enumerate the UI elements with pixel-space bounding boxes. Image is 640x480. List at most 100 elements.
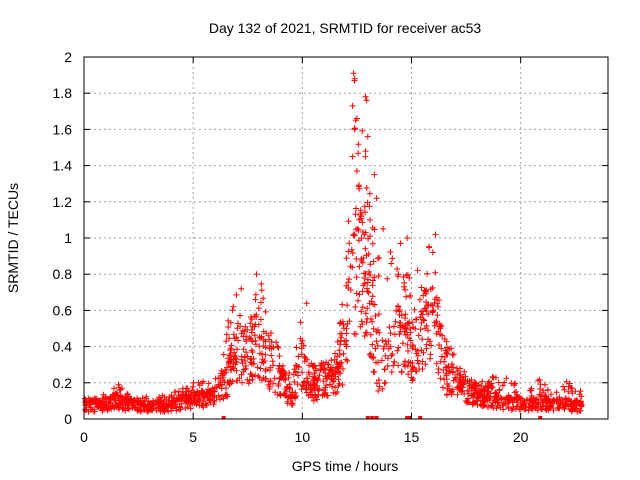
data-point	[248, 359, 255, 366]
y-tick-label: 1	[64, 230, 72, 246]
data-point	[345, 248, 352, 255]
data-point	[400, 361, 407, 368]
data-point	[346, 318, 353, 325]
data-point	[367, 233, 373, 240]
data-point	[364, 133, 371, 140]
data-point	[349, 153, 356, 160]
data-point	[299, 383, 306, 389]
data-point	[240, 333, 247, 340]
data-point	[346, 276, 352, 283]
data-point	[235, 337, 242, 344]
x-tick-label: 15	[404, 429, 420, 445]
data-point	[488, 380, 495, 387]
data-point	[243, 349, 250, 356]
data-point	[384, 355, 391, 362]
data-point	[364, 288, 371, 295]
data-point	[88, 398, 95, 404]
data-point	[293, 344, 300, 351]
data-point	[362, 153, 369, 160]
data-point	[115, 393, 122, 400]
data-point	[352, 211, 359, 218]
data-point	[123, 399, 130, 406]
data-point	[82, 407, 89, 414]
data-point	[239, 379, 245, 386]
data-point	[343, 255, 350, 262]
data-point	[111, 396, 118, 403]
data-point	[194, 398, 201, 405]
data-point	[111, 385, 117, 392]
data-point	[248, 336, 254, 342]
data-point	[226, 335, 233, 342]
data-point	[421, 317, 428, 324]
data-point	[258, 280, 265, 287]
data-point	[249, 349, 256, 355]
data-point	[432, 231, 439, 238]
data-point	[257, 316, 264, 323]
data-point	[405, 371, 412, 378]
data-point	[358, 318, 365, 325]
data-point	[281, 376, 287, 382]
data-point	[494, 399, 501, 406]
data-point	[404, 271, 411, 278]
data-point	[286, 370, 293, 376]
data-point	[375, 377, 382, 384]
data-point	[484, 394, 490, 400]
data-point	[287, 392, 294, 399]
data-point	[240, 368, 247, 375]
data-point	[423, 299, 429, 305]
data-point	[87, 400, 94, 407]
data-point	[345, 218, 352, 225]
data-point	[397, 322, 404, 329]
data-point	[143, 407, 150, 414]
data-point	[441, 376, 448, 383]
data-point	[436, 342, 442, 348]
data-point	[332, 390, 339, 397]
y-tick-label: 1.6	[53, 121, 73, 137]
data-point	[356, 263, 363, 270]
zero-marker	[370, 416, 375, 419]
data-point	[319, 392, 326, 399]
data-point	[183, 388, 190, 395]
data-point	[422, 305, 429, 312]
data-point	[386, 324, 393, 331]
data-point	[405, 348, 411, 354]
data-point	[418, 284, 425, 291]
data-point	[437, 375, 444, 382]
data-point	[406, 335, 413, 342]
data-point	[233, 367, 240, 374]
data-point	[355, 141, 362, 148]
data-point	[190, 389, 197, 396]
data-point	[563, 378, 570, 385]
data-point	[230, 303, 237, 310]
data-point	[353, 255, 360, 262]
data-point	[371, 274, 378, 281]
data-point	[178, 400, 185, 407]
data-point	[443, 350, 450, 357]
data-point	[444, 381, 451, 387]
data-point	[461, 368, 468, 375]
data-point	[339, 381, 346, 388]
data-point	[297, 319, 304, 326]
data-point	[237, 312, 243, 319]
data-point	[535, 377, 541, 384]
data-point	[226, 381, 233, 388]
data-point	[196, 382, 203, 389]
data-point	[233, 334, 240, 341]
data-point	[406, 275, 413, 281]
y-axis-label: SRMTID / TECUs	[5, 183, 21, 293]
data-point	[394, 266, 401, 272]
data-point	[421, 287, 428, 294]
data-point	[260, 295, 267, 302]
data-point	[341, 325, 347, 332]
data-point	[364, 279, 371, 286]
data-point	[542, 393, 549, 399]
data-point	[362, 270, 369, 277]
data-point	[362, 310, 369, 317]
x-tick-label: 5	[189, 429, 197, 445]
data-point	[511, 389, 518, 396]
data-point	[529, 401, 536, 408]
data-point	[379, 385, 386, 392]
data-point	[369, 293, 376, 300]
data-point	[337, 319, 344, 326]
